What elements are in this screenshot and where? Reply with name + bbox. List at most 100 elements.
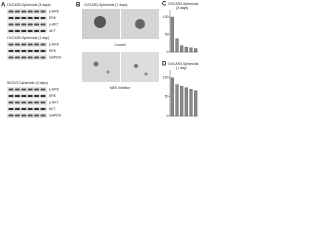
blot-band — [40, 101, 46, 104]
y-tick-label: 0 — [167, 50, 169, 54]
blot-strip — [7, 48, 47, 54]
band-label: p-AKT — [49, 22, 59, 26]
blot-band — [21, 95, 27, 97]
blot-band — [21, 108, 27, 110]
blot-band — [21, 88, 27, 91]
band-label: ERK — [49, 49, 57, 53]
blot-band — [34, 88, 40, 91]
blot-band — [27, 43, 33, 46]
blot-band — [14, 17, 20, 19]
blot-band — [21, 50, 27, 52]
band-label: ERK — [49, 94, 57, 98]
bar — [189, 47, 193, 53]
image — [82, 52, 120, 82]
band-label: p-ERK — [49, 42, 60, 46]
blot-band — [8, 101, 14, 104]
blot-band — [34, 23, 40, 26]
bar — [189, 89, 193, 117]
blot-strip — [7, 15, 47, 21]
band-label: p-ERK — [49, 87, 60, 91]
blot-band — [21, 23, 27, 26]
blot-band — [14, 101, 20, 104]
blot-band — [40, 56, 46, 59]
bar — [194, 90, 198, 117]
bar — [170, 16, 174, 53]
bar — [184, 46, 188, 53]
blot-band — [8, 43, 14, 46]
blot-band — [27, 108, 33, 110]
blot-band — [40, 23, 46, 26]
blot-strip — [7, 55, 47, 60]
bar — [170, 77, 174, 117]
blot-band — [21, 114, 27, 117]
blot-band — [27, 50, 33, 52]
panel-title: OVCAR3-Spheroids (1 day) — [7, 36, 49, 40]
image-caption: MEK Inhibitor — [110, 86, 131, 90]
panel-label: A — [1, 3, 6, 9]
blot-band — [8, 17, 14, 19]
y-tick-label: 100 — [163, 76, 169, 80]
y-tick-label: 50 — [165, 95, 169, 99]
blot-band — [8, 56, 14, 59]
band-label: GAPDH — [49, 113, 62, 117]
blot-band — [40, 43, 46, 46]
blot-band — [14, 108, 20, 110]
blot-band — [34, 10, 40, 13]
blot-band — [21, 30, 27, 32]
blot-band — [40, 88, 46, 91]
blot-band — [27, 10, 33, 13]
blot-strip — [7, 9, 47, 14]
blot-band — [34, 30, 40, 32]
blot-band — [34, 108, 40, 110]
blot-band — [40, 114, 46, 117]
blot-strip — [7, 22, 47, 27]
blot-band — [8, 23, 14, 26]
band-label: p-ERK — [49, 9, 60, 13]
spheroid — [135, 19, 145, 29]
panel-title: SKOV3-Spheroids (3 days) — [7, 81, 48, 85]
y-tick-label: 100 — [163, 15, 169, 19]
blot-band — [40, 108, 46, 110]
blot-band — [14, 23, 20, 26]
blot-band — [14, 43, 20, 46]
band-label: AKT — [49, 29, 56, 33]
bar — [175, 84, 179, 117]
blot-band — [8, 95, 14, 97]
blot-strip — [7, 42, 47, 47]
bar — [184, 87, 188, 117]
bar — [175, 38, 179, 53]
blot-band — [34, 50, 40, 52]
blot-band — [34, 114, 40, 117]
panel-title: OVCAR3-Spheroids (3 days) — [7, 3, 51, 7]
spheroid — [106, 70, 110, 74]
blot-band — [27, 30, 33, 32]
blot-band — [14, 50, 20, 52]
blot-band — [21, 43, 27, 46]
blot-band — [27, 101, 33, 104]
panel-label: B — [76, 3, 81, 9]
blot-band — [34, 17, 40, 19]
bar — [180, 85, 184, 117]
blot-band — [27, 17, 33, 19]
y-tick-label: 0 — [167, 114, 169, 118]
spheroid — [144, 72, 148, 76]
blot-band — [8, 108, 14, 110]
blot-band — [8, 30, 14, 32]
band-label: GAPDH — [49, 55, 62, 59]
blot-band — [8, 50, 14, 52]
blot-band — [34, 43, 40, 46]
blot-strip — [7, 93, 47, 99]
panel-title: OVCAR3-Spheroids (7 days) — [84, 3, 128, 7]
blot-band — [14, 56, 20, 59]
blot-strip — [7, 113, 47, 118]
blot-band — [21, 56, 27, 59]
band-label: AKT — [49, 107, 56, 111]
image-caption: Control — [115, 43, 126, 47]
blot-strip — [7, 28, 47, 34]
blot-band — [40, 17, 46, 19]
band-label: ERK — [49, 16, 57, 20]
blot-band — [14, 30, 20, 32]
blot-band — [21, 17, 27, 19]
blot-band — [14, 88, 20, 91]
blot-band — [40, 50, 46, 52]
